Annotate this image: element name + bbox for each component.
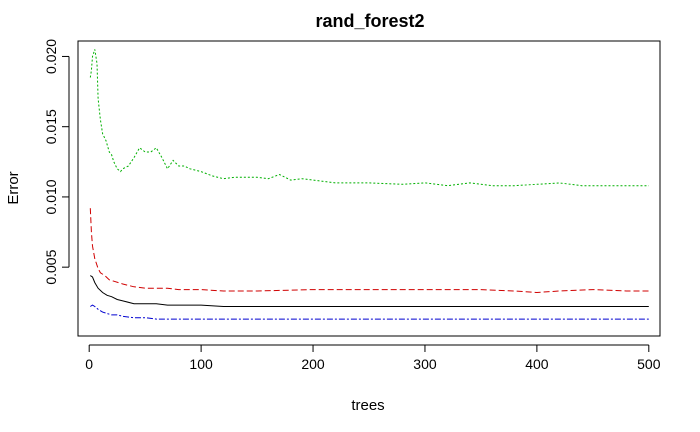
series-line-4 <box>90 304 649 320</box>
x-axis: 0 100 200 300 400 500 <box>85 344 661 372</box>
series-line-1 <box>90 275 649 307</box>
x-tick-label: 100 <box>189 356 213 372</box>
y-axis: 0.005 0.010 0.015 0.020 <box>43 39 70 285</box>
x-tick-label: 500 <box>637 356 661 372</box>
series-line-3 <box>89 49 649 187</box>
y-axis-label: Error <box>5 171 22 204</box>
y-tick-label: 0.010 <box>43 179 59 214</box>
x-tick-label: 400 <box>525 356 549 372</box>
y-tick-label: 0.005 <box>43 249 59 284</box>
x-axis-label: trees <box>351 397 384 414</box>
x-tick-label: 300 <box>413 356 437 372</box>
series-layer <box>89 49 649 320</box>
x-tick-label: 0 <box>85 356 93 372</box>
series-line-2 <box>89 208 649 294</box>
x-tick-label: 200 <box>301 356 325 372</box>
y-tick-label: 0.015 <box>43 109 59 144</box>
y-tick-label: 0.020 <box>43 39 59 74</box>
plot-frame <box>77 40 661 337</box>
chart-title: rand_forest2 <box>315 11 424 31</box>
